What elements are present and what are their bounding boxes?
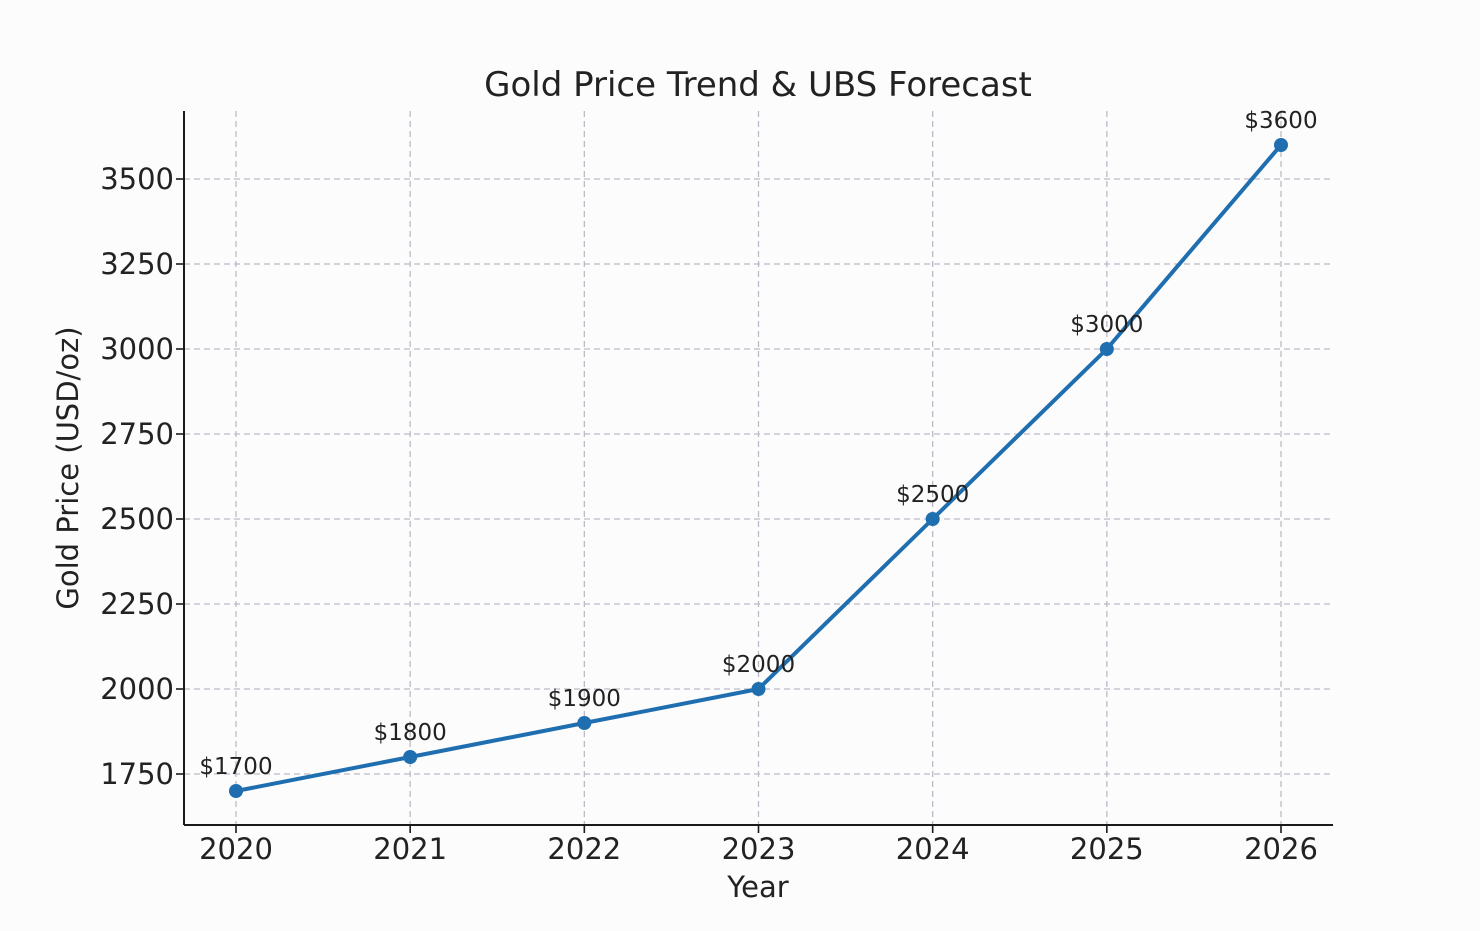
data-point (751, 682, 766, 696)
data-point (1099, 342, 1114, 356)
y-tick-label: 2000 (100, 672, 174, 706)
y-tick-label: 2250 (100, 587, 174, 621)
x-tick-label: 2023 (722, 832, 796, 866)
data-label: $3600 (1244, 108, 1317, 134)
x-tick-label: 2020 (199, 832, 273, 866)
data-label: $2000 (722, 652, 795, 678)
x-tick-label: 2021 (373, 832, 447, 866)
data-point (925, 512, 940, 526)
data-point (229, 784, 243, 798)
data-label: $1900 (548, 686, 621, 712)
y-tick-label: 3500 (100, 162, 174, 196)
x-tick-label: 2022 (547, 832, 621, 866)
data-point (577, 716, 592, 730)
y-tick-label: 2500 (100, 502, 174, 536)
x-tick-label: 2025 (1070, 832, 1144, 866)
x-axis-label: Year (726, 870, 788, 904)
data-point (1274, 138, 1288, 152)
x-tick-label: 2026 (1244, 832, 1318, 866)
data-label: $1700 (199, 754, 272, 780)
grid-layer (184, 111, 1333, 825)
data-label: $2500 (896, 482, 969, 508)
y-tick-label: 3250 (100, 247, 174, 281)
data-label: $3000 (1070, 312, 1143, 338)
chart-title: Gold Price Trend & UBS Forecast (484, 65, 1032, 105)
axes-layer (183, 111, 1333, 826)
y-tick-label: 1750 (100, 757, 174, 791)
x-tick-label: 2024 (896, 832, 970, 866)
data-labels-layer: $1700 $1800 $1900 $2000 $2500 $3000 $3600 (199, 108, 1317, 780)
data-label: $1800 (374, 720, 447, 746)
y-axis-label: Gold Price (USD/oz) (51, 326, 85, 609)
y-tick-label: 2750 (100, 417, 174, 451)
ticks-layer: 2020 2021 2022 2023 2024 2025 2026 1750 2000 2250… (100, 162, 1318, 866)
series-layer (229, 138, 1288, 798)
data-point (403, 750, 418, 764)
y-tick-label: 3000 (100, 332, 174, 366)
